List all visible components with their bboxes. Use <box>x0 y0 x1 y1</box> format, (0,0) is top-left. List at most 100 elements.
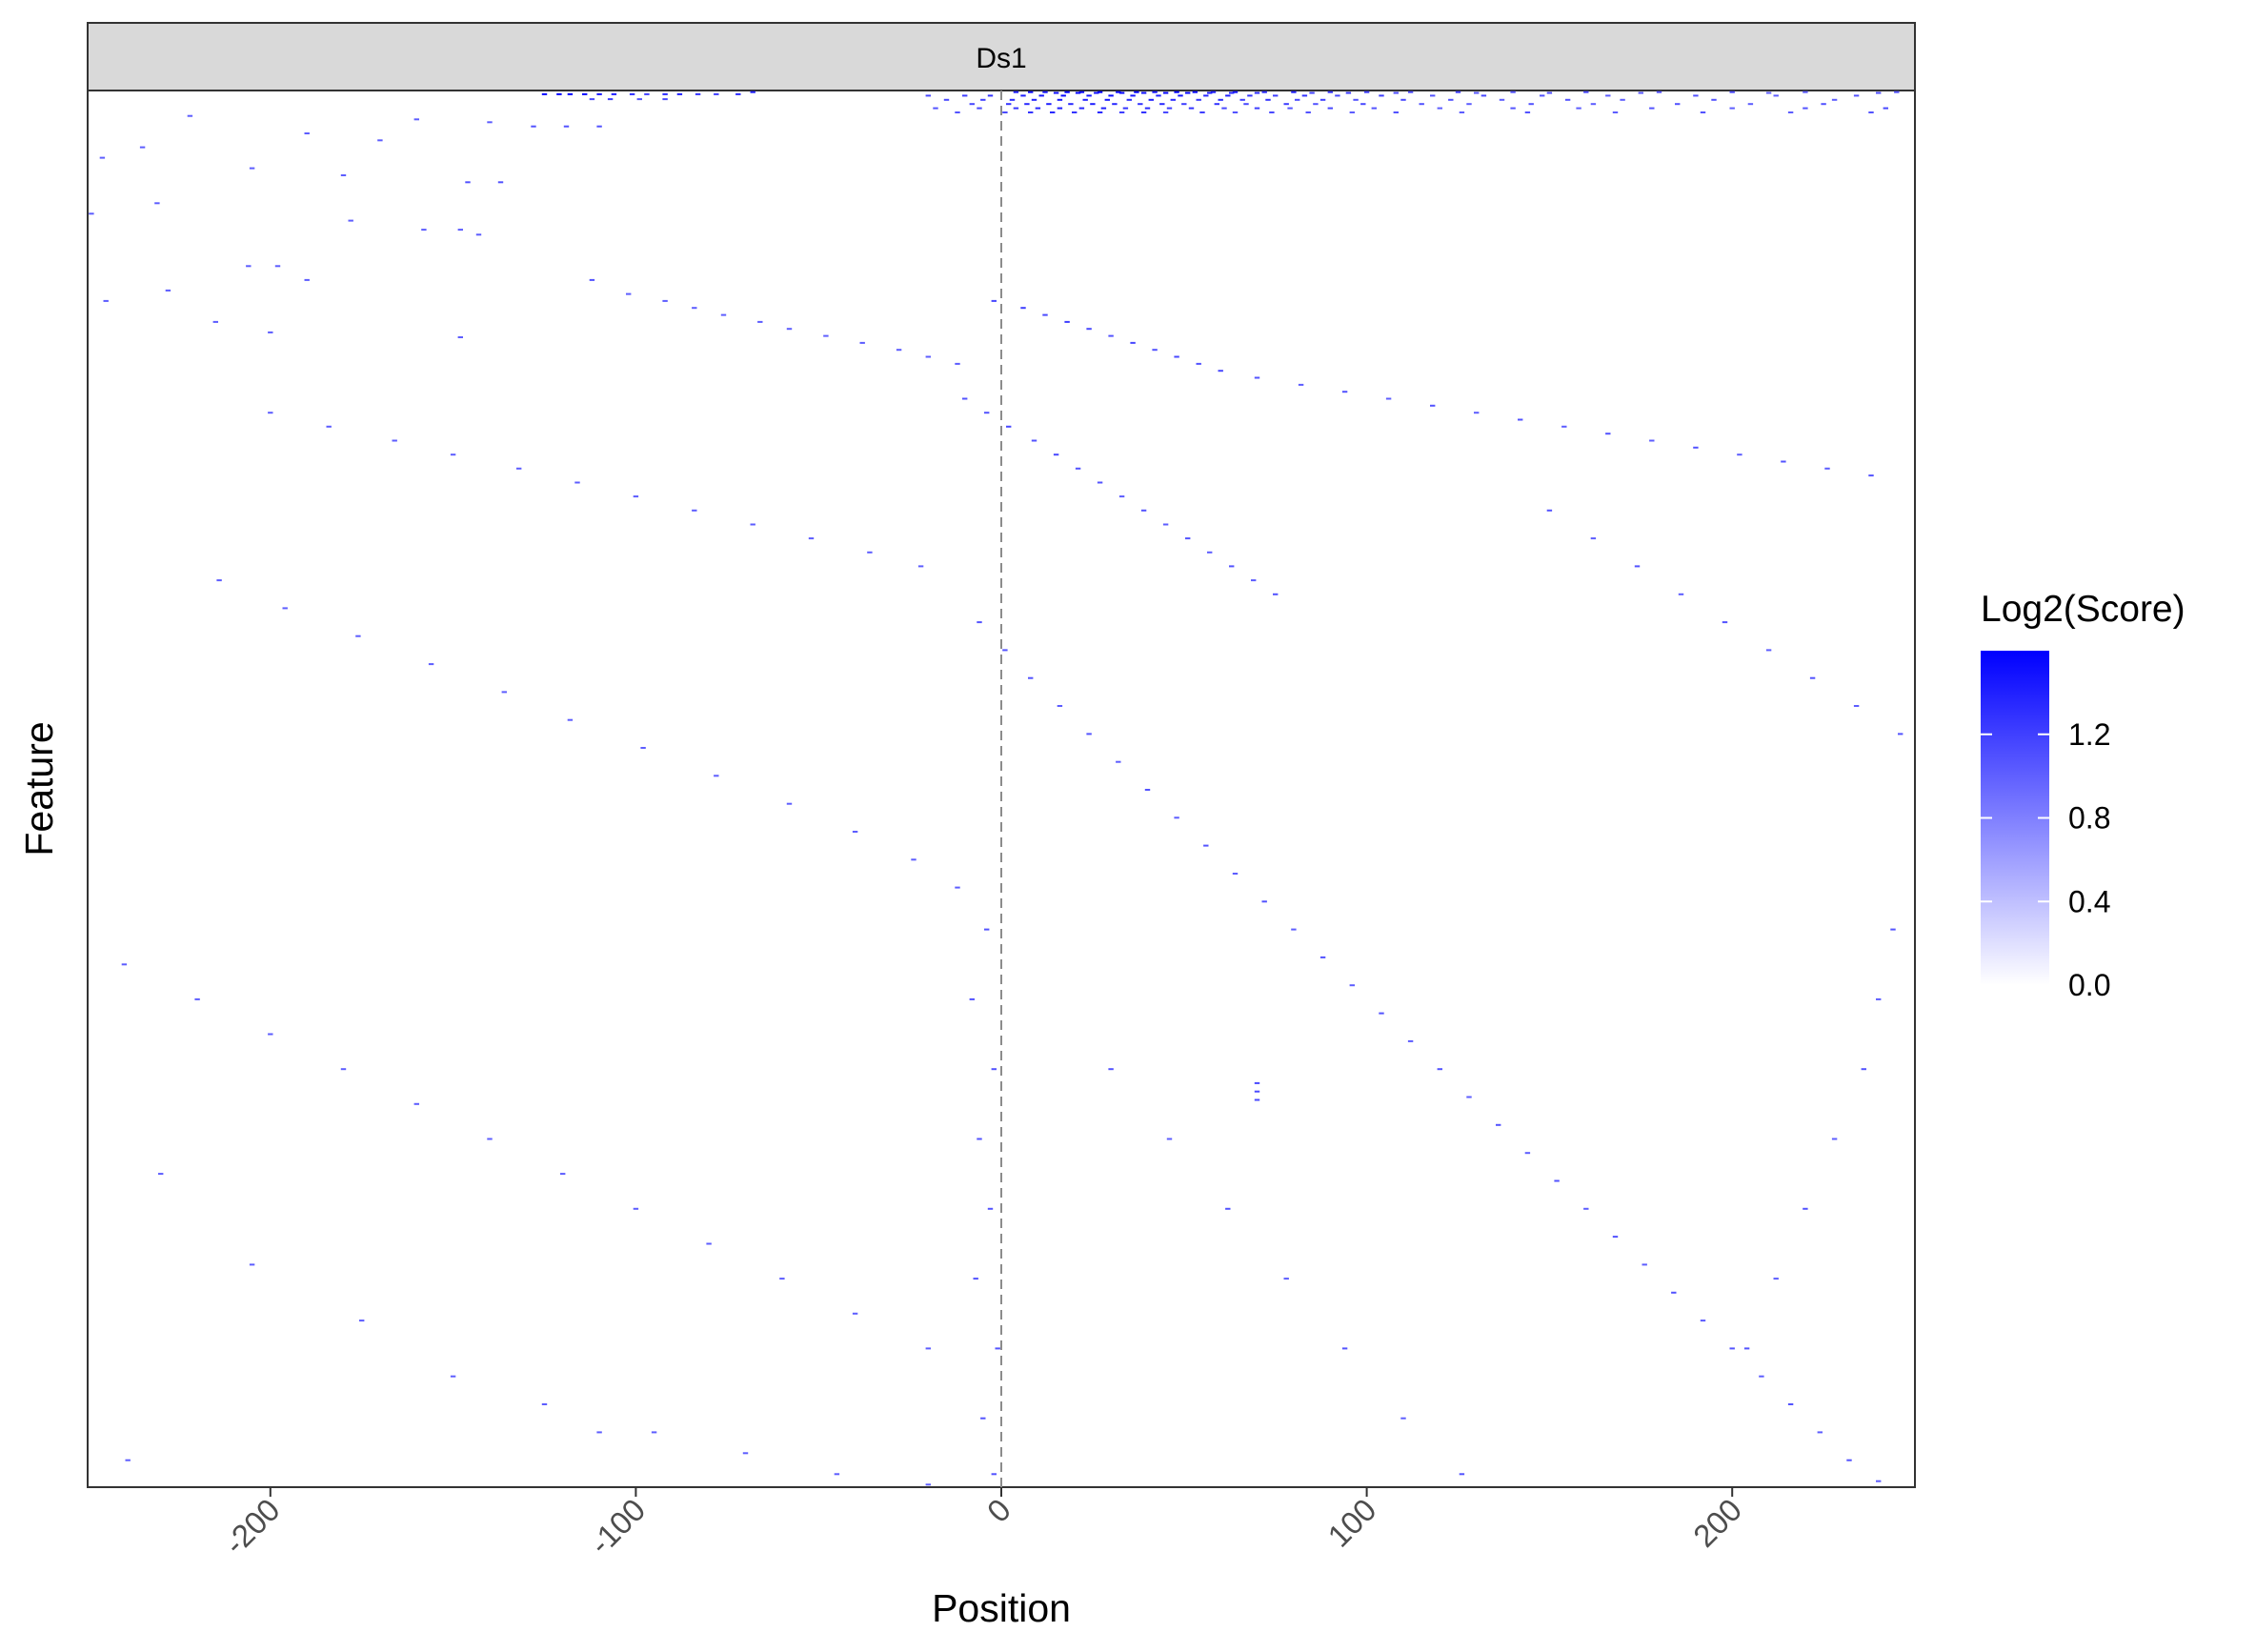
heatmap-cell <box>1028 91 1034 93</box>
heatmap-cell <box>1038 94 1044 97</box>
heatmap-cell <box>1028 676 1034 679</box>
heatmap-cell <box>1108 334 1114 337</box>
heatmap-cell <box>779 1278 785 1280</box>
heatmap-cell <box>1678 593 1684 595</box>
heatmap-cell <box>662 92 668 95</box>
heatmap-cell <box>1729 1347 1735 1350</box>
heatmap-cell <box>1221 107 1227 110</box>
heatmap-cell <box>1448 98 1454 101</box>
heatmap-cell <box>1162 523 1169 526</box>
heatmap-cell <box>1576 107 1581 110</box>
heatmap-cell <box>1590 103 1597 106</box>
heatmap-cell <box>421 229 427 232</box>
heatmap-cell <box>1437 107 1442 110</box>
heatmap-cell <box>636 98 642 101</box>
heatmap-cell <box>1148 98 1154 101</box>
heatmap-cell <box>1152 349 1158 352</box>
heatmap-cell <box>274 265 281 268</box>
heatmap-cell <box>1130 94 1136 97</box>
heatmap-cell <box>1064 91 1070 93</box>
heatmap-cell <box>973 1278 978 1280</box>
heatmap-cell <box>1605 94 1611 97</box>
heatmap-cell <box>1006 425 1012 428</box>
heatmap-cell <box>969 103 975 106</box>
heatmap-cell <box>911 858 916 861</box>
heatmap-cell <box>1291 91 1297 93</box>
heatmap-cell <box>1853 94 1860 97</box>
heatmap-cell <box>1349 111 1355 113</box>
heatmap-cell <box>1518 418 1523 421</box>
heatmap-cell <box>304 132 310 134</box>
heatmap-cell <box>1035 107 1041 110</box>
heatmap-cell <box>644 92 650 95</box>
heatmap-cell <box>980 1417 986 1420</box>
heatmap-cell <box>1009 98 1016 101</box>
heatmap-cell <box>925 94 931 97</box>
heatmap-cell <box>633 1207 639 1210</box>
heatmap-cell <box>1072 111 1078 113</box>
heatmap-cell <box>977 621 982 624</box>
heatmap-cell <box>962 94 968 97</box>
heatmap-cell <box>1178 94 1183 97</box>
heatmap-cell <box>1868 111 1874 113</box>
heatmap-cell <box>1020 307 1026 310</box>
heatmap-cell <box>1313 103 1319 106</box>
heatmap-cell <box>925 1483 931 1486</box>
heatmap-cell <box>955 362 960 365</box>
heatmap-cell <box>695 92 701 95</box>
heatmap-cell <box>1118 91 1125 94</box>
heatmap-cell <box>475 233 482 236</box>
heatmap-cell <box>457 336 463 338</box>
heatmap-cell <box>1459 1473 1465 1476</box>
heatmap-cell <box>969 997 975 1000</box>
heatmap-cell <box>282 607 288 610</box>
heatmap-cell <box>1831 1138 1838 1140</box>
heatmap-cell <box>1156 94 1161 97</box>
heatmap-cell <box>1254 91 1260 94</box>
heatmap-cell <box>1174 816 1179 819</box>
heatmap-cell <box>1883 107 1888 110</box>
heatmap-cell <box>987 1207 994 1210</box>
heatmap-cell <box>1006 103 1012 106</box>
heatmap-cell <box>987 94 994 97</box>
heatmap-cell <box>1086 94 1092 97</box>
heatmap-cell <box>1144 789 1151 791</box>
heatmap-cell <box>1254 1098 1260 1101</box>
heatmap-cell <box>867 551 873 554</box>
heatmap-cell <box>1232 873 1239 875</box>
heatmap-cell <box>1787 1403 1794 1405</box>
heatmap-cell <box>1876 1480 1882 1482</box>
heatmap-cell <box>1466 1096 1472 1098</box>
heatmap-cell <box>1765 91 1772 94</box>
heatmap-cell <box>1319 956 1326 958</box>
heatmap-cell <box>607 98 614 101</box>
heatmap-cell <box>1363 91 1370 93</box>
heatmap-cell <box>1455 91 1461 93</box>
heatmap-cell <box>1229 565 1235 568</box>
heatmap-cell <box>1474 412 1480 414</box>
heatmap-cell <box>1385 397 1392 400</box>
heatmap-cell <box>1002 649 1008 652</box>
heatmap-cell <box>1166 107 1173 110</box>
heatmap-cell <box>1185 91 1191 94</box>
heatmap-cell <box>1466 103 1472 106</box>
heatmap-cell <box>249 1263 255 1266</box>
heatmap-cell <box>1239 98 1245 101</box>
heatmap-cell <box>103 299 109 302</box>
heatmap-cell <box>1046 103 1052 106</box>
heatmap-cell <box>1564 98 1571 101</box>
heatmap-cell <box>194 997 200 1000</box>
heatmap-cell <box>1393 91 1399 94</box>
heatmap-cell <box>1152 91 1158 93</box>
heatmap-cell <box>1419 103 1424 106</box>
heatmap-cell <box>834 1473 840 1476</box>
heatmap-cell <box>692 509 697 512</box>
heatmap-cell <box>1803 1207 1808 1210</box>
heatmap-cell <box>99 156 106 159</box>
heatmap-cell <box>1737 453 1742 456</box>
heatmap-cell <box>1218 98 1223 101</box>
heatmap-cell <box>246 265 252 268</box>
heatmap-cell <box>1122 107 1129 110</box>
heatmap-cell <box>1831 98 1838 101</box>
heatmap-cell <box>1809 676 1816 679</box>
